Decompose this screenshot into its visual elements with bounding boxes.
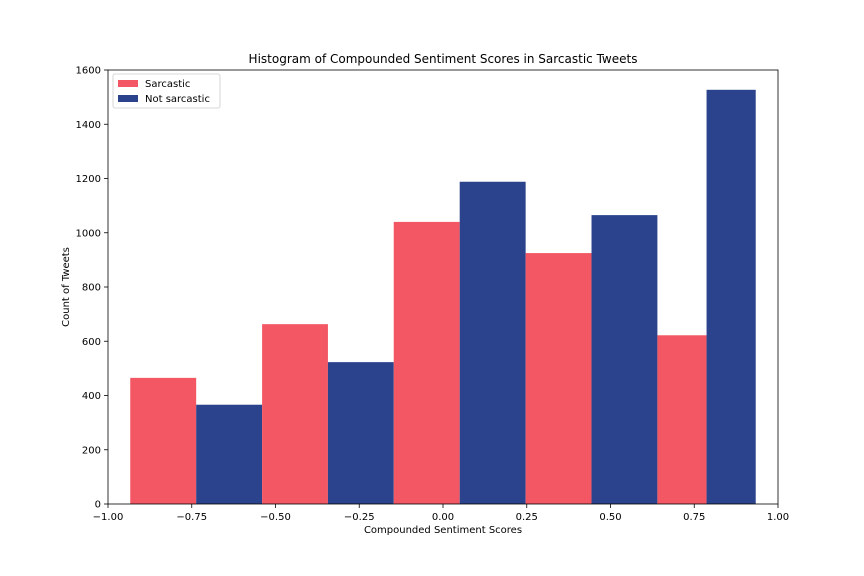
bar-not-sarcastic-4 — [706, 89, 756, 505]
x-axis-title: Compounded Sentiment Scores — [364, 525, 522, 536]
legend-swatch-sarcastic — [118, 80, 138, 87]
legend-label-not-sarcastic: Not sarcastic — [145, 94, 210, 105]
y-tick-label: 1400 — [76, 120, 101, 131]
y-tick-label: 1200 — [76, 174, 101, 185]
bar-not-sarcastic-3 — [591, 215, 658, 504]
y-tick-label: 800 — [82, 283, 101, 294]
y-tick-label: 1600 — [76, 66, 101, 77]
chart-title: Histogram of Compounded Sentiment Scores… — [249, 52, 638, 66]
y-axis-title: Count of Tweets — [61, 247, 72, 327]
bar-sarcastic-4 — [657, 335, 707, 504]
y-tick-label: 600 — [82, 337, 101, 348]
bar-not-sarcastic-0 — [196, 404, 263, 504]
bar-sarcastic-1 — [262, 324, 328, 504]
bar-sarcastic-0 — [130, 377, 197, 504]
x-tick-label: 0.50 — [599, 512, 621, 523]
x-tick-label: −1.00 — [93, 512, 124, 523]
y-axis: 0 200 400 600 800 1000 1200 1400 1600 — [76, 66, 108, 511]
bar-not-sarcastic-1 — [327, 362, 394, 504]
x-tick-label: −0.25 — [344, 512, 375, 523]
x-tick-label: 0.75 — [683, 512, 705, 523]
bar-sarcastic-3 — [525, 253, 592, 504]
legend-label-sarcastic: Sarcastic — [145, 79, 190, 90]
x-tick-label: −0.50 — [260, 512, 291, 523]
x-tick-label: 1.00 — [767, 512, 789, 523]
legend-box — [112, 73, 221, 109]
x-tick-label: 0.00 — [432, 512, 454, 523]
legend: Sarcastic Not sarcastic — [112, 73, 221, 109]
bars-group — [130, 89, 756, 505]
bar-not-sarcastic-2 — [459, 181, 526, 504]
x-tick-label: −0.75 — [176, 512, 207, 523]
y-tick-label: 0 — [95, 500, 101, 511]
x-axis: −1.00 −0.75 −0.50 −0.25 0.00 0.25 0.50 0.75 1.00 — [93, 504, 789, 523]
legend-swatch-not-sarcastic — [118, 95, 138, 102]
y-tick-label: 200 — [82, 445, 101, 456]
x-tick-label: 0.25 — [516, 512, 538, 523]
y-tick-label: 400 — [82, 391, 101, 402]
bar-sarcastic-2 — [393, 221, 460, 504]
y-tick-label: 1000 — [76, 228, 101, 239]
